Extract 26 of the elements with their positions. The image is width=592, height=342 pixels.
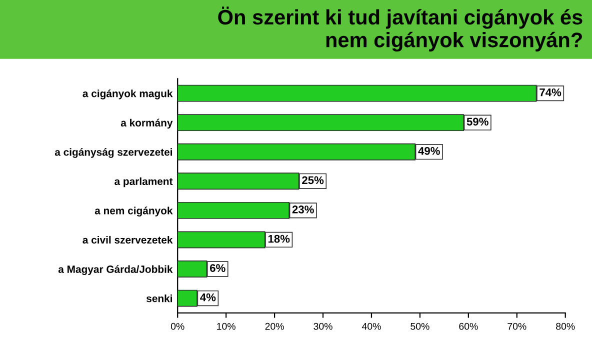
data-label: 74% xyxy=(540,88,562,96)
data-label: 6% xyxy=(210,264,226,272)
y-tick-label: a kormány xyxy=(120,118,173,129)
y-tick-label: a Magyar Gárda/Jobbik xyxy=(58,265,173,276)
x-tick-label: 70% xyxy=(508,322,526,330)
x-tick-label: 30% xyxy=(314,322,332,330)
x-tick-label: 80% xyxy=(556,322,575,330)
data-label: 25% xyxy=(302,176,324,184)
data-label: 4% xyxy=(200,293,216,302)
data-label: 18% xyxy=(268,234,290,243)
chart-title: Ön szerint ki tud javítani cigányok és nem cigányok viszonyán? xyxy=(218,6,582,52)
y-tick-label: a cigányság szervezetei xyxy=(54,148,172,158)
data-label: 49% xyxy=(418,146,440,155)
x-tick-label: 20% xyxy=(265,322,284,330)
x-tick-label: 0% xyxy=(170,322,184,330)
x-tick-label: 10% xyxy=(217,322,236,330)
y-tick-label: a nem cigányok xyxy=(94,206,173,216)
x-tick-label: 50% xyxy=(410,322,430,330)
y-tick-label: senki xyxy=(146,294,172,302)
y-tick-label: a cigányok maguk xyxy=(82,89,173,100)
x-tick-label: 40% xyxy=(362,322,381,330)
y-tick-label: a parlament xyxy=(114,177,173,188)
x-tick-label: 60% xyxy=(459,322,478,330)
data-label: 23% xyxy=(292,206,314,214)
data-label: 59% xyxy=(466,118,488,126)
y-tick-label: a civil szervezetek xyxy=(82,236,173,244)
